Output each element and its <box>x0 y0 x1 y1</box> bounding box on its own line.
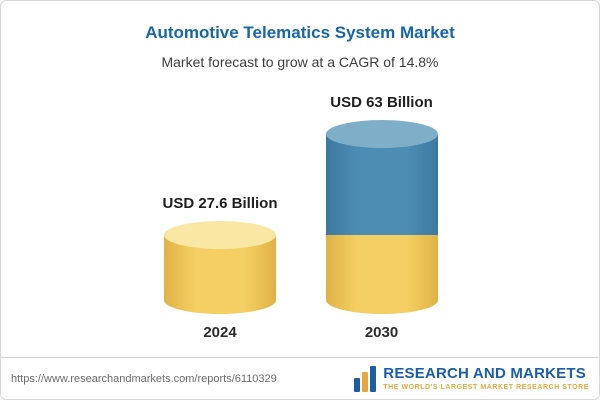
category-label: 2030 <box>364 324 399 341</box>
report-url[interactable]: https://www.researchandmarkets.com/repor… <box>11 372 277 385</box>
bar-column-2030: USD 63 Billion 2030 <box>325 94 438 341</box>
bar-value-label: USD 27.6 Billion <box>162 195 278 213</box>
category-label: 2024 <box>203 324 237 341</box>
chart-title: Automotive Telematics System Market <box>145 23 455 42</box>
bar-value-label: USD 63 Billion <box>330 94 433 111</box>
cylinder-bar <box>164 221 276 314</box>
bar-segment <box>325 235 438 314</box>
brand-text: RESEARCH AND MARKETS THE WORLD'S LARGEST… <box>383 366 589 391</box>
cylinder-bar <box>325 120 438 314</box>
cylinder-bar-chart: USD 27.6 Billion 2024 USD 63 Billion 2030 <box>1 89 599 341</box>
bar-columns-icon <box>354 365 377 392</box>
bar-column-2024: USD 27.6 Billion 2024 <box>162 195 277 341</box>
cylinder-top <box>325 120 438 148</box>
cylinder-top <box>164 221 276 250</box>
brand-tagline: THE WORLD'S LARGEST MARKET RESEARCH STOR… <box>383 384 589 391</box>
brand-logo: RESEARCH AND MARKETS THE WORLD'S LARGEST… <box>354 365 589 392</box>
footer: https://www.researchandmarkets.com/repor… <box>1 357 599 399</box>
brand-name: RESEARCH AND MARKETS <box>383 365 586 382</box>
chart-subtitle: Market forecast to grow at a CAGR of 14.… <box>161 54 439 70</box>
bar-segment <box>325 134 438 236</box>
